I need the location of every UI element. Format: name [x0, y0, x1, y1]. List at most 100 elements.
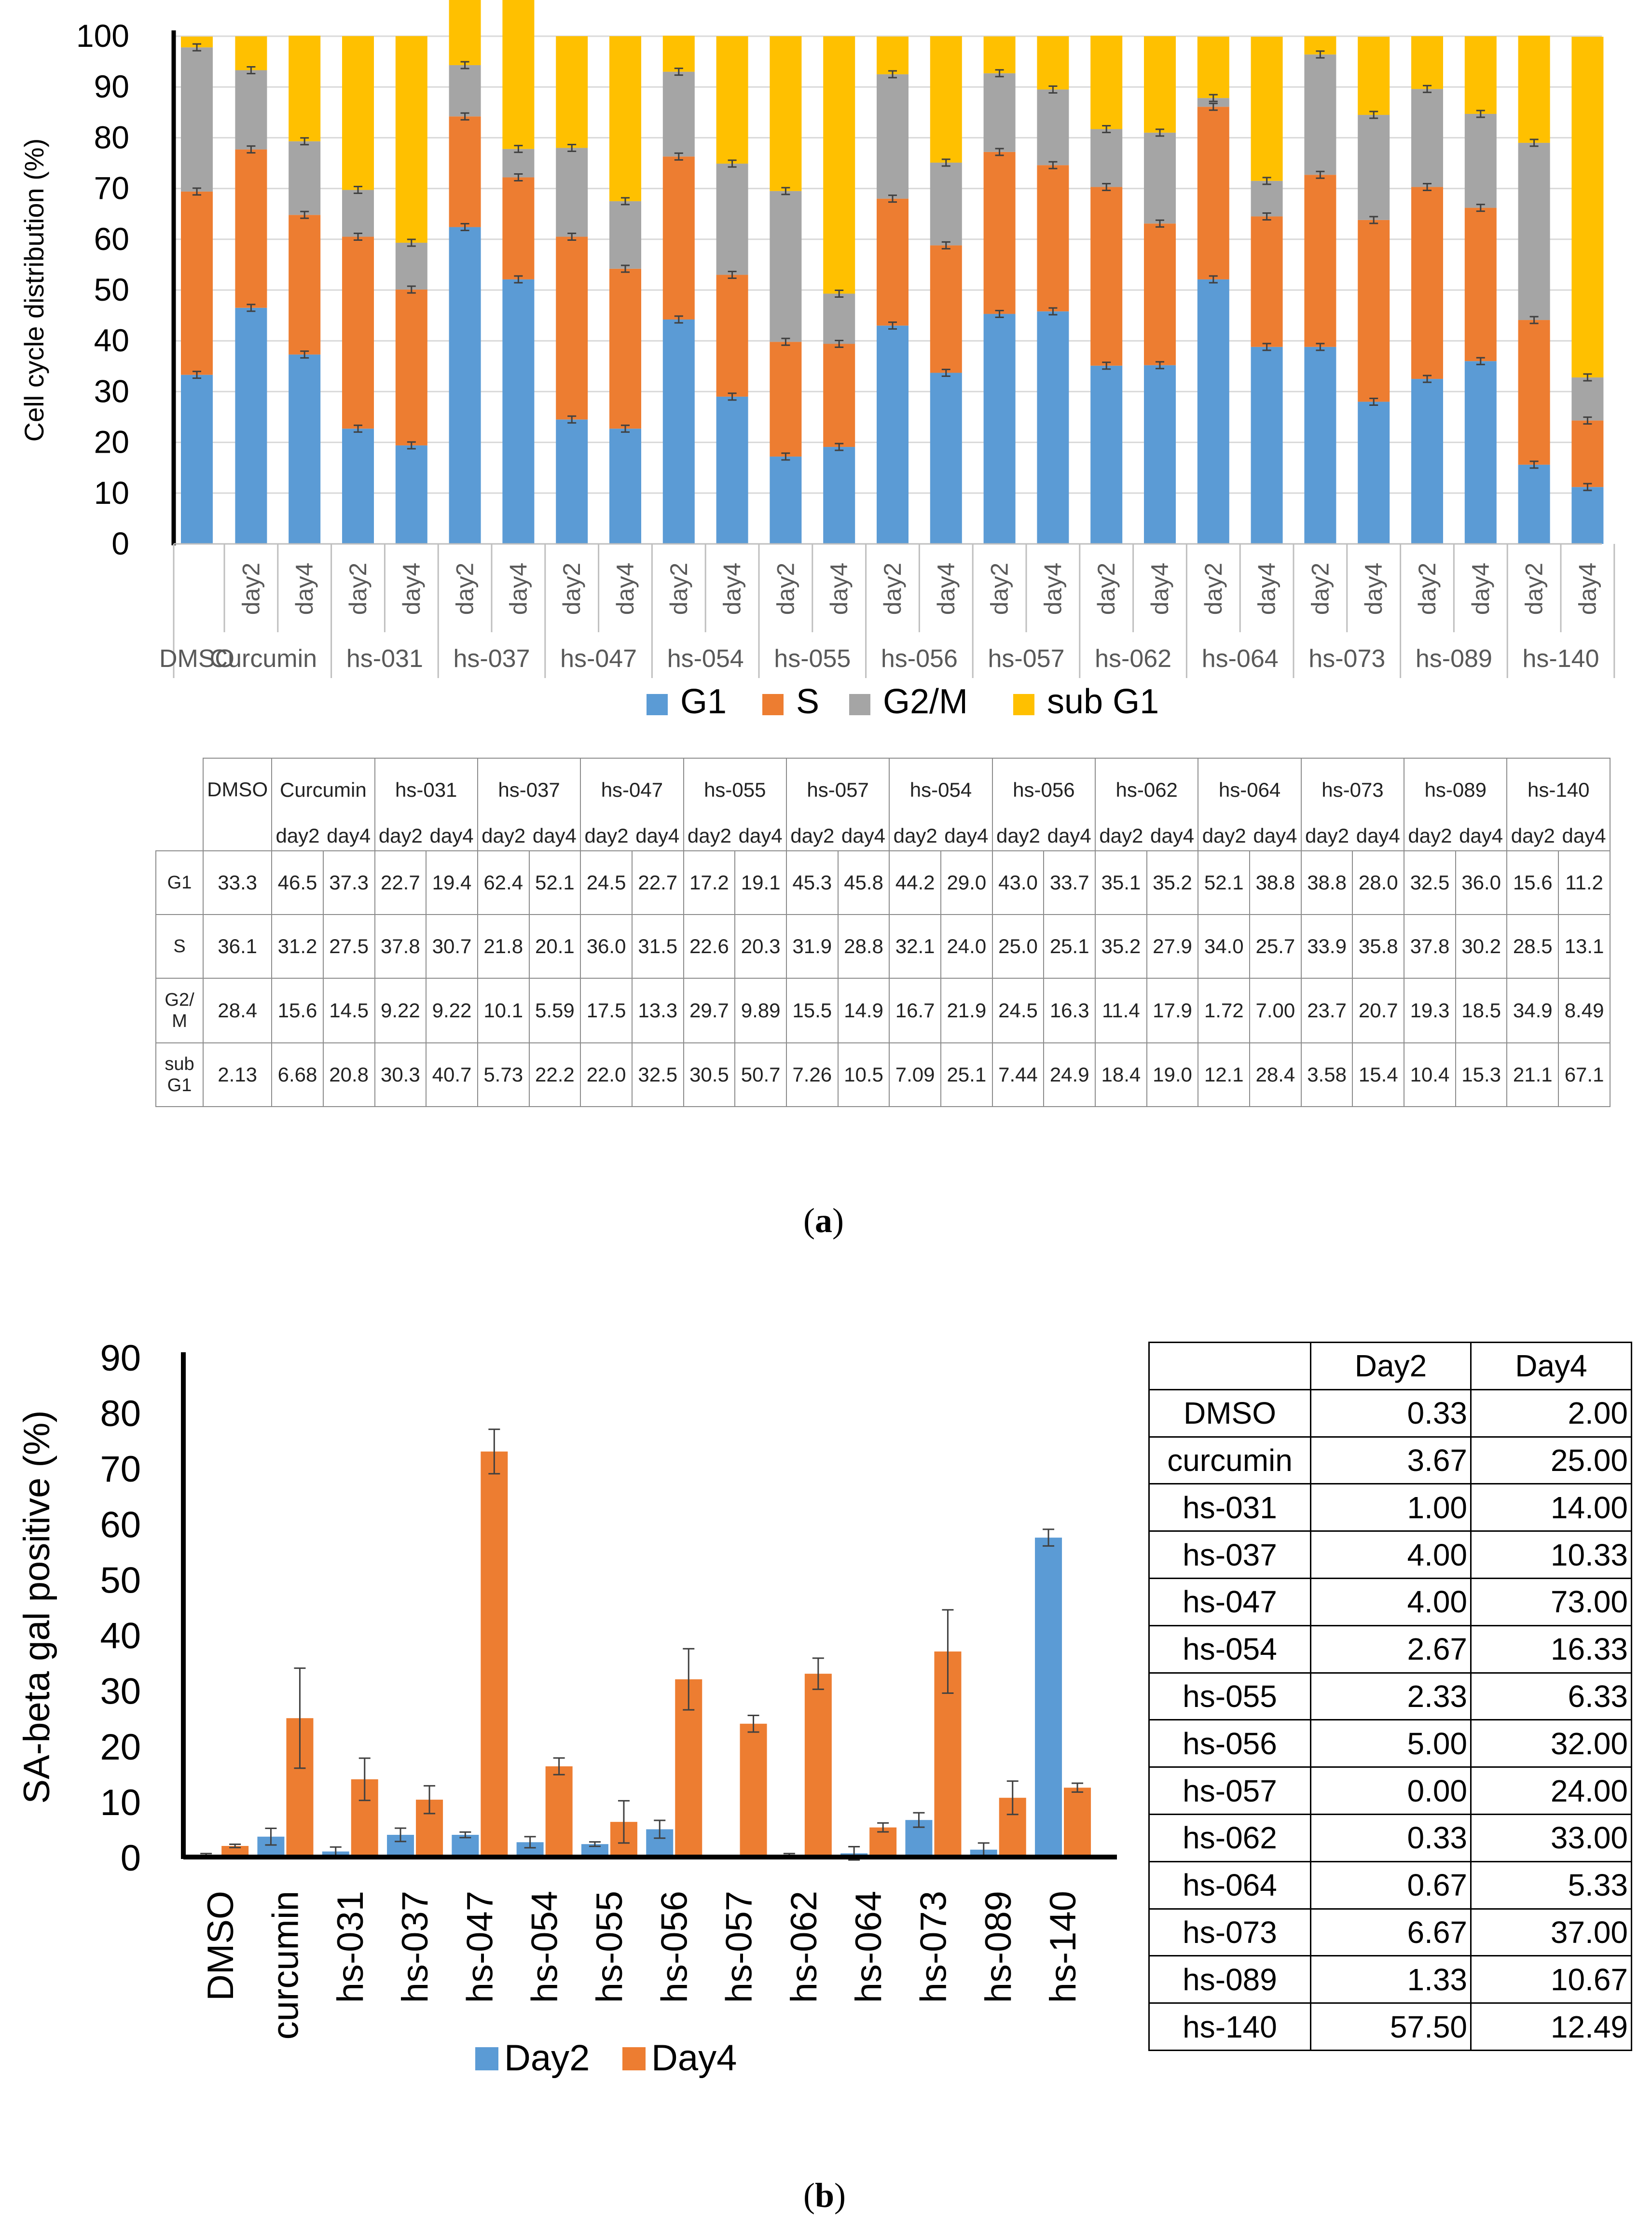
- bar-g2m: [342, 190, 374, 237]
- y-tick-label: 80: [100, 1393, 141, 1434]
- bar-s: [289, 215, 321, 355]
- bar-s: [609, 268, 641, 429]
- table-row: hs-073 6.67 37.00: [1148, 1908, 1632, 1957]
- y-tick-label: 20: [100, 1727, 141, 1768]
- bar-subg1: [662, 36, 695, 72]
- table-subheader: day2: [1506, 821, 1559, 851]
- bar-subg1: [930, 36, 962, 163]
- table-cell: 0.00: [1310, 1766, 1472, 1815]
- table-row: hs-047 4.00 73.00: [1148, 1577, 1632, 1626]
- bar-g2m: [609, 201, 641, 269]
- y-tick-label: 50: [100, 1560, 141, 1601]
- table-cell: 2.33: [1310, 1672, 1472, 1721]
- bar-g2m: [662, 71, 695, 157]
- table-header: hs-089: [1404, 758, 1508, 821]
- table-subheader: day2: [271, 821, 323, 851]
- table-cell: 25.00: [1470, 1436, 1632, 1485]
- table-cell: 28.5: [1506, 914, 1559, 979]
- bar-g2m: [1251, 180, 1283, 217]
- table-cell: 36.0: [1455, 850, 1508, 915]
- table-cell: 52.1: [1198, 850, 1251, 915]
- bar-g2m: [181, 47, 213, 192]
- table-subheader: day4: [1044, 821, 1096, 851]
- table-cell: 20.8: [322, 1042, 375, 1107]
- y-tick-label: 80: [94, 119, 129, 155]
- table-row-label: sub G1: [155, 1042, 204, 1107]
- x-day-label: day4: [612, 563, 639, 615]
- table-subheader: day2: [991, 821, 1044, 851]
- row-label-line: M: [172, 1011, 187, 1031]
- bar-g1: [716, 396, 748, 544]
- bar-subg1: [1037, 36, 1069, 90]
- x-day-label: day4: [826, 563, 853, 615]
- table-cell: 50.7: [734, 1042, 787, 1107]
- table-row: hs-054 2.67 16.33: [1148, 1624, 1632, 1674]
- table-header: DMSO: [203, 758, 273, 851]
- bar-g1: [1411, 379, 1443, 544]
- table-cell: 3.58: [1300, 1042, 1353, 1107]
- table-cell: 3.67: [1310, 1436, 1472, 1485]
- bar-s: [502, 177, 535, 279]
- y-tick-label: 70: [94, 170, 129, 206]
- legend-swatch: [647, 694, 668, 715]
- table-header: hs-037: [477, 758, 581, 821]
- table-row-label: hs-140: [1148, 2002, 1311, 2051]
- bar-subg1: [1090, 35, 1123, 129]
- y-tick-label: 30: [94, 373, 129, 409]
- x-tick-label: hs-140: [1043, 1891, 1084, 2003]
- bar-s: [716, 275, 748, 397]
- table-cell: 2.00: [1470, 1388, 1632, 1438]
- bar-g1: [1571, 487, 1604, 544]
- bar-g1: [1144, 365, 1176, 544]
- table-subheader: day4: [1352, 821, 1405, 851]
- table-cell: 6.67: [1310, 1908, 1472, 1957]
- table-cell: 8.49: [1558, 978, 1611, 1043]
- bar-g1: [1358, 402, 1390, 544]
- bar-subg1: [502, 0, 535, 149]
- table-cell: 29.7: [683, 978, 736, 1043]
- table-cell: 32.1: [889, 914, 941, 979]
- table-cell: 5.73: [477, 1042, 530, 1107]
- x-group-label: hs-054: [667, 645, 744, 673]
- x-day-label: day4: [1039, 563, 1066, 615]
- table-header: Day4: [1470, 1342, 1632, 1390]
- panel-label-b: (b): [803, 2176, 846, 2215]
- table-header: Curcumin: [271, 758, 375, 821]
- table-cell: 9.22: [426, 978, 478, 1043]
- table-cell: 0.67: [1310, 1860, 1472, 1910]
- table-cell: 24.5: [580, 850, 633, 915]
- table-subheader: day4: [940, 821, 993, 851]
- row-label-line: sub: [165, 1054, 194, 1074]
- table-subheader: day2: [889, 821, 941, 851]
- bar-day2: [1035, 1538, 1062, 1857]
- bar-s: [662, 156, 695, 320]
- table-row-label: curcumin: [1148, 1436, 1311, 1485]
- y-tick-label: 90: [100, 1338, 141, 1379]
- bar-s: [449, 116, 481, 227]
- x-group-label: Curcumin: [210, 645, 317, 673]
- bar-g1: [289, 354, 321, 544]
- table-cell: 27.5: [322, 914, 375, 979]
- bar-day4: [221, 1845, 249, 1857]
- table-row: hs-031 1.00 14.00: [1148, 1483, 1632, 1532]
- table-cell: 22.0: [580, 1042, 633, 1107]
- y-tick-label: 90: [94, 69, 129, 104]
- bar-g1: [662, 319, 695, 544]
- x-group-label: hs-089: [1416, 645, 1492, 673]
- legend-swatch: [849, 694, 870, 715]
- bar-g1: [556, 419, 588, 544]
- bar-subg1: [1464, 36, 1497, 114]
- bar-subg1: [609, 36, 641, 201]
- bar-subg1: [983, 36, 1016, 73]
- table-subheader: day2: [785, 821, 838, 851]
- x-day-label: day4: [1467, 563, 1494, 615]
- bar-g1: [395, 445, 427, 544]
- table-cell: 43.0: [991, 850, 1045, 915]
- table-header-row: day2 day4 day2 day4 day2 day4 day2 day4 day2 day4…: [156, 821, 1611, 851]
- x-group-label: hs-047: [560, 645, 637, 673]
- bar-g1: [877, 325, 909, 544]
- bar-s: [1571, 420, 1604, 487]
- y-axis-title: SA-beta gal positive (%): [16, 1410, 57, 1803]
- bar-subg1: [342, 36, 374, 190]
- x-tick-label: hs-055: [589, 1891, 630, 2003]
